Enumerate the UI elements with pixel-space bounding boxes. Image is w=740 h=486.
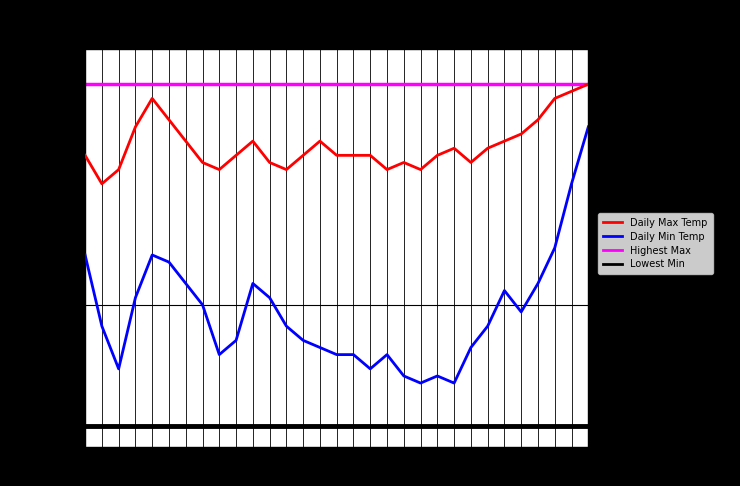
Legend: Daily Max Temp, Daily Min Temp, Highest Max, Lowest Min: Daily Max Temp, Daily Min Temp, Highest …: [598, 213, 713, 274]
